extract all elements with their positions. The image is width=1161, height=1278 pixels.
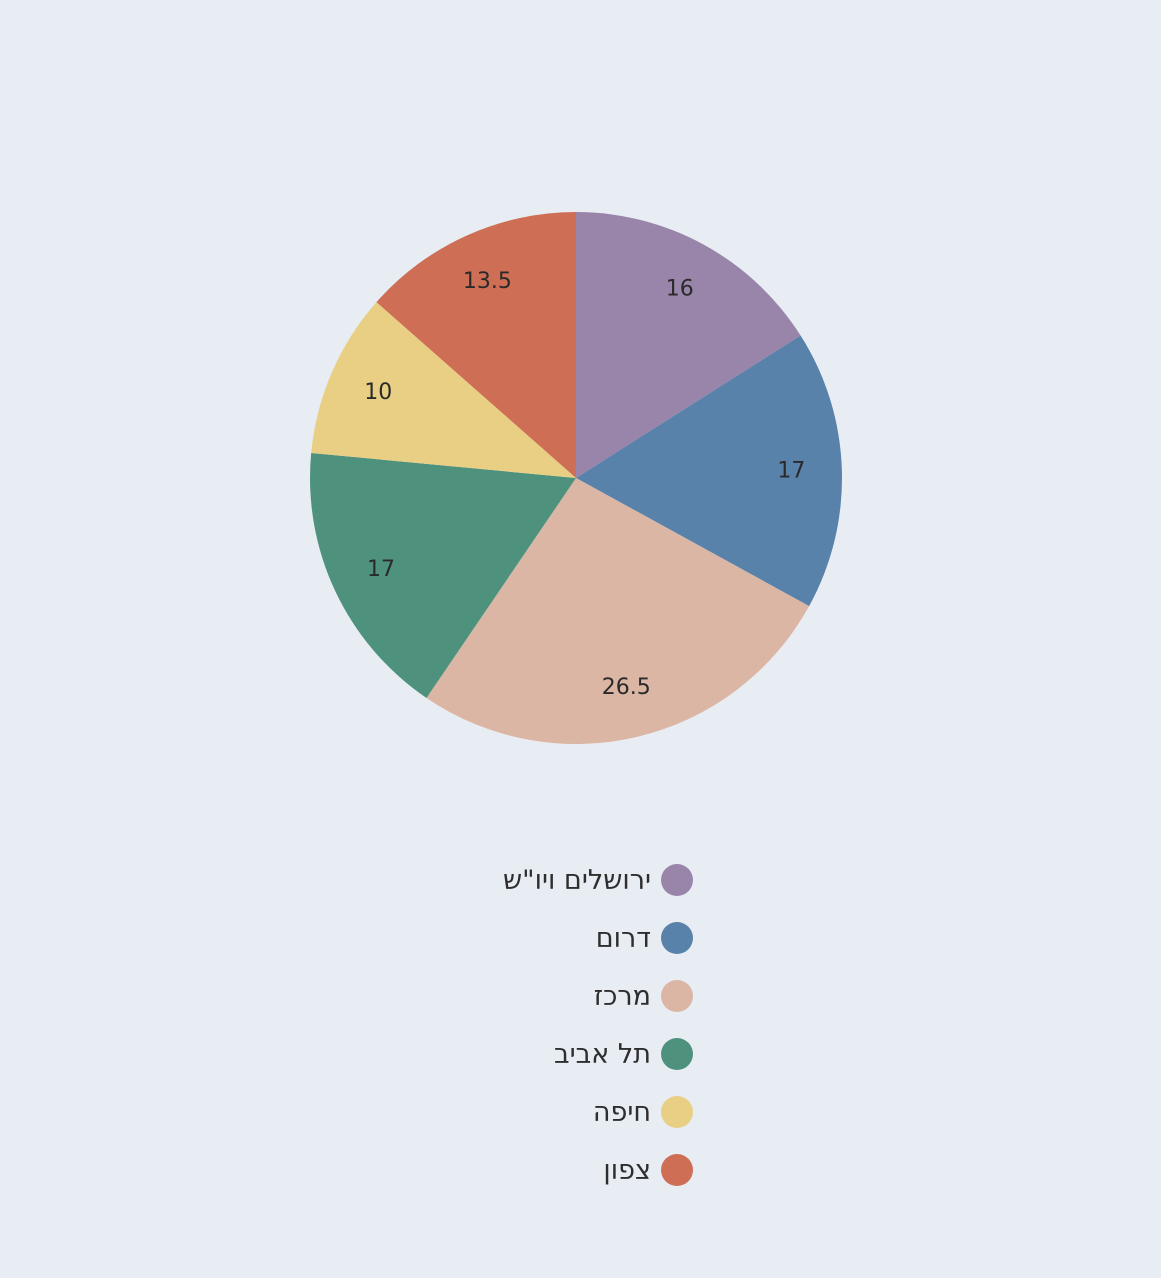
- legend-label: דרום: [595, 922, 651, 954]
- legend-swatch-icon: [661, 922, 693, 954]
- legend-item-center: מרכז: [594, 976, 693, 1016]
- legend-label: תל אביב: [554, 1038, 651, 1070]
- pie-slice: [311, 302, 576, 478]
- legend-item-north: צפון: [603, 1150, 693, 1190]
- slice-value-label: 17: [367, 557, 395, 582]
- pie-plot-area: 16 17 26.5 17 10 13.5: [309, 212, 843, 745]
- legend-label: צפון: [603, 1154, 651, 1186]
- slice-value-label: 16: [666, 277, 694, 302]
- legend-swatch-icon: [661, 1154, 693, 1186]
- legend-item-haifa: חיפה: [593, 1092, 693, 1132]
- legend-swatch-icon: [661, 1038, 693, 1070]
- slice-value-label: 13.5: [463, 269, 512, 294]
- pie-slice: [576, 335, 843, 607]
- legend-swatch-icon: [661, 1096, 693, 1128]
- legend-item-tel-aviv: תל אביב: [554, 1034, 693, 1074]
- pie-slice: [309, 452, 576, 699]
- legend-item-jerusalem: ירושלים ויו"ש: [503, 860, 693, 900]
- legend-label: חיפה: [592, 1096, 651, 1128]
- legend-item-south: דרום: [596, 918, 693, 958]
- pie-slice: [576, 212, 801, 478]
- pie-slice: [376, 212, 576, 478]
- pie-slice: [426, 478, 810, 745]
- legend-label: ירושלים ויו"ש: [503, 864, 651, 896]
- slice-value-label: 10: [364, 380, 392, 405]
- slice-value-label: 17: [777, 459, 805, 484]
- slice-value-label: 26.5: [602, 675, 651, 700]
- legend-swatch-icon: [661, 864, 693, 896]
- legend-swatch-icon: [661, 980, 693, 1012]
- legend-label: מרכז: [593, 980, 651, 1012]
